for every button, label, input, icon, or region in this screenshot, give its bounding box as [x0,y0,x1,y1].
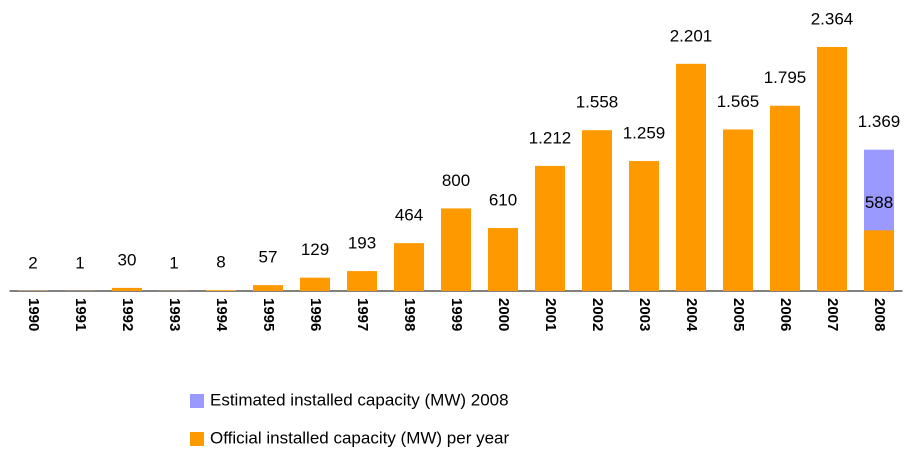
bar [347,271,377,291]
x-tick-label: 1999 [448,298,465,331]
x-tick-label: 1991 [72,298,89,331]
bar [441,208,471,291]
x-tick-label: 1996 [307,298,324,331]
x-tick-label: 1995 [260,298,277,331]
x-tick-label: 1992 [119,298,136,331]
data-label: 8 [216,253,225,272]
bar [582,130,612,291]
bar [817,47,847,291]
data-label: 800 [442,171,470,190]
data-label: 1.565 [717,92,760,111]
bar [394,243,424,291]
x-tick-label: 1997 [354,298,371,331]
data-label: 57 [259,248,278,267]
x-tick-label: 1993 [166,298,183,331]
bar [864,230,894,291]
bar [488,228,518,291]
data-label: 1.259 [623,124,666,143]
x-tick-label: 2007 [824,298,841,331]
data-label: 1 [169,253,178,272]
bar [723,129,753,291]
bar [629,161,659,291]
x-tick-label: 2001 [542,298,559,331]
x-tick-label: 1990 [25,298,42,331]
bar [770,105,800,291]
data-label: 588 [865,193,893,212]
data-label: 1.795 [764,68,807,87]
data-label: 464 [395,206,423,225]
data-label: 1.212 [529,128,572,147]
data-label: 129 [301,240,329,259]
x-tick-label: 2006 [777,298,794,331]
bar [676,63,706,291]
data-label: 1.369 [858,112,901,131]
bar [300,277,330,291]
data-label: 2 [28,253,37,272]
x-tick-label: 2004 [683,298,700,332]
x-tick-label: 2003 [636,298,653,331]
bar [112,287,142,291]
bar [535,165,565,291]
data-label: 1 [75,253,84,272]
data-label: 30 [118,250,137,269]
x-tick-label: 2005 [730,298,747,331]
data-label: 193 [348,234,376,253]
legend-label: Estimated installed capacity (MW) 2008 [210,390,509,409]
legend-swatch [190,394,204,408]
x-tick-label: 2008 [871,298,888,331]
bar [253,285,283,291]
legend-swatch [190,432,204,446]
x-tick-label: 1994 [213,298,230,332]
data-label: 2.201 [670,26,713,45]
x-tick-label: 2000 [495,298,512,331]
x-tick-label: 1998 [401,298,418,331]
data-label: 1.558 [576,93,619,112]
bar [206,290,236,291]
x-tick-label: 2002 [589,298,606,331]
data-label: 610 [489,191,517,210]
legend-label: Official installed capacity (MW) per yea… [210,428,510,447]
data-label: 2.364 [811,9,854,28]
